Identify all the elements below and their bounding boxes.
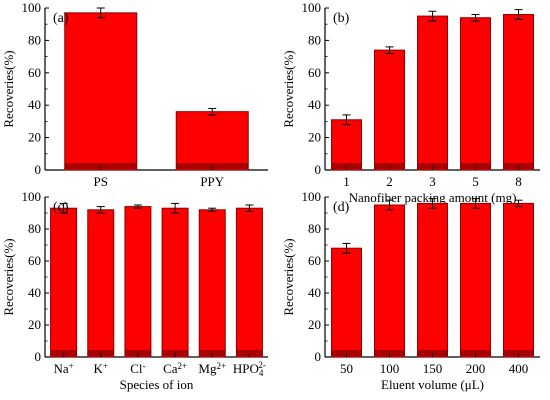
bar — [235, 207, 263, 358]
bar — [417, 15, 448, 171]
tick-label-y: 0 — [315, 162, 322, 177]
x-axis-label: Nanofiber packing amount (mg) — [349, 190, 517, 205]
tick-label-y: 20 — [28, 130, 41, 145]
x-axis-label: Eluent volume (μL) — [381, 377, 484, 392]
tick-label-x: 2 — [386, 174, 393, 189]
tick-label-x: HPO42- — [233, 360, 266, 378]
tick-label-x: Mg2+ — [198, 361, 226, 377]
bar — [50, 207, 78, 358]
tick-label-x: Cl- — [130, 361, 145, 377]
tick-label-x: PS — [94, 174, 108, 189]
tick-label-y: 40 — [28, 285, 41, 300]
tick-label-x: Ca2+ — [163, 361, 187, 377]
tick-label-y: 80 — [308, 221, 321, 236]
bar — [503, 13, 534, 171]
bar — [374, 204, 405, 358]
y-axis-label: Recoveries(%) — [281, 50, 296, 127]
chart-panel: 0 20 40 60 80 100 Na+ K+ Cl- Ca2+ Mg2+ HPO42- (c) Rec… — [1, 189, 268, 392]
tick-label-y: 80 — [28, 221, 41, 236]
tick-label-y: 0 — [35, 349, 42, 364]
tick-label-x: 200 — [466, 361, 486, 376]
tick-label-y: 0 — [315, 349, 322, 364]
tick-label-y: 60 — [28, 65, 41, 80]
tick-label-x: 1 — [343, 174, 350, 189]
tick-label-y: 100 — [302, 189, 322, 204]
bar — [460, 202, 491, 358]
bar — [417, 202, 448, 358]
tick-label-x: Na+ — [53, 361, 73, 377]
chart-panel: 0 20 40 60 80 100 1 2 3 5 8 (b) Recoveries(%) Nanofib… — [281, 0, 540, 205]
y-axis-label: Recoveries(%) — [281, 238, 296, 315]
tick-label-y: 60 — [308, 65, 321, 80]
x-axis-label: Species of ion — [120, 377, 194, 392]
tick-label-x: 50 — [340, 361, 353, 376]
bar — [64, 12, 138, 171]
bar — [87, 209, 115, 358]
bar — [374, 49, 405, 171]
tick-label-x: 150 — [423, 361, 443, 376]
tick-label-y: 40 — [308, 97, 321, 112]
tick-label-x: 400 — [509, 361, 529, 376]
chart-panel: 0 20 40 60 80 100 50 100 150 200 400 (d) Recoveries(… — [281, 189, 540, 392]
bar — [331, 247, 362, 358]
tick-label-y: 20 — [308, 317, 321, 332]
bar — [331, 119, 362, 171]
tick-label-y: 100 — [302, 0, 322, 15]
tick-label-x: 3 — [429, 174, 436, 189]
tick-label-y: 40 — [308, 285, 321, 300]
bar — [198, 209, 226, 358]
tick-label-y: 0 — [35, 162, 42, 177]
bar — [460, 17, 491, 171]
tick-label-y: 20 — [28, 317, 41, 332]
bar — [124, 206, 152, 358]
chart-panel: 0 20 40 60 80 100 PS PPY (a) Recoveries(%) — [1, 0, 268, 189]
tick-label-y: 100 — [22, 0, 42, 15]
tick-label-x: 5 — [472, 174, 479, 189]
bar — [175, 111, 249, 171]
tick-label-y: 60 — [308, 253, 321, 268]
panel-label: (d) — [333, 200, 350, 215]
y-axis-label: Recoveries(%) — [1, 50, 16, 127]
y-axis-label: Recoveries(%) — [1, 238, 16, 315]
tick-label-x: K+ — [94, 361, 108, 377]
tick-label-y: 20 — [308, 130, 321, 145]
tick-label-y: 40 — [28, 97, 41, 112]
tick-label-x: 8 — [515, 174, 522, 189]
panel-label: (b) — [333, 11, 350, 26]
tick-label-y: 100 — [22, 189, 42, 204]
tick-label-y: 60 — [28, 253, 41, 268]
panel-label: (c) — [53, 200, 69, 215]
tick-label-y: 80 — [28, 32, 41, 47]
bar — [503, 202, 534, 358]
tick-label-x: 100 — [380, 361, 400, 376]
panel-label: (a) — [53, 11, 69, 26]
bar — [161, 207, 189, 358]
tick-label-y: 80 — [308, 32, 321, 47]
tick-label-x: PPY — [200, 174, 224, 189]
